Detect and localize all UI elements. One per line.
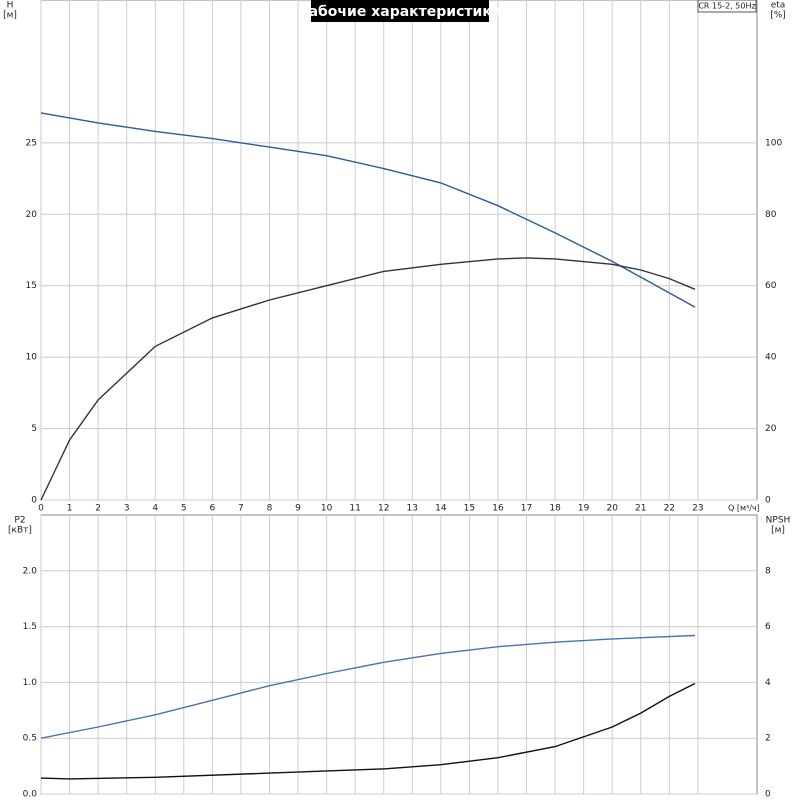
- x-tick-label: 6: [209, 504, 215, 514]
- series-line: [40, 634, 696, 739]
- x-tick-label: 19: [578, 504, 590, 514]
- y-tick-label: 0: [31, 496, 37, 506]
- y-axis-unit: [кВт]: [8, 526, 32, 536]
- x-axis-label: Q [м³/ч]: [728, 504, 760, 513]
- plot-frame: [40, 0, 758, 501]
- series-line: [40, 112, 696, 308]
- y2-axis-unit: [%]: [770, 11, 786, 21]
- x-tick-label: 16: [492, 504, 504, 514]
- model-note: CR 15-2, 50Hz: [698, 2, 755, 11]
- y2-tick-label: 80: [765, 210, 777, 220]
- x-tick-label: 17: [521, 504, 532, 514]
- x-tick-label: 8: [267, 504, 273, 514]
- y2-tick-label: 60: [765, 281, 777, 291]
- y-tick-label: 0.5: [23, 734, 37, 744]
- x-tick-label: 3: [124, 504, 130, 514]
- y2-tick-label: 40: [765, 353, 777, 363]
- x-tick-label: 0: [38, 504, 44, 514]
- y2-tick-label: 4: [765, 678, 771, 688]
- x-tick-label: 1: [67, 504, 73, 514]
- x-tick-label: 22: [664, 504, 675, 514]
- x-tick-label: 23: [692, 504, 703, 514]
- chart-title: Рабочие характеристики: [298, 4, 501, 20]
- y-tick-label: 2.0: [23, 566, 38, 576]
- y-axis-label: P2: [14, 516, 25, 526]
- y2-tick-label: 8: [765, 566, 771, 576]
- y2-axis-label: eta: [771, 1, 786, 11]
- y2-tick-label: 0: [765, 790, 771, 800]
- y2-axis-unit: [м]: [771, 526, 785, 536]
- x-tick-label: 12: [378, 504, 389, 514]
- y-axis-unit: [м]: [3, 11, 17, 21]
- y-tick-label: 15: [26, 281, 37, 291]
- plot-frame: [40, 514, 758, 795]
- y2-tick-label: 0: [765, 496, 771, 506]
- x-tick-label: 13: [407, 504, 418, 514]
- y2-axis-label: NPSH: [766, 516, 791, 526]
- x-tick-label: 14: [435, 504, 447, 514]
- x-tick-label: 18: [549, 504, 561, 514]
- x-tick-label: 15: [464, 504, 475, 514]
- title-box: [311, 0, 489, 22]
- y2-tick-label: 2: [765, 734, 771, 744]
- y-tick-label: 10: [26, 353, 38, 363]
- y-axis-label: H: [7, 1, 14, 11]
- series-line: [40, 682, 696, 780]
- x-tick-label: 20: [606, 504, 618, 514]
- y-tick-label: 5: [31, 424, 37, 434]
- y-tick-label: 1.5: [23, 622, 37, 632]
- x-tick-label: 2: [95, 504, 101, 514]
- y2-tick-label: 100: [765, 138, 782, 148]
- x-tick-label: 7: [238, 504, 244, 514]
- y-tick-label: 20: [26, 210, 38, 220]
- y-tick-label: 1.0: [23, 678, 38, 688]
- x-tick-label: 5: [181, 504, 187, 514]
- x-tick-label: 21: [635, 504, 646, 514]
- y2-tick-label: 20: [765, 424, 777, 434]
- x-tick-label: 10: [321, 504, 333, 514]
- x-tick-label: 4: [152, 504, 158, 514]
- series-line: [40, 257, 696, 501]
- x-tick-label: 9: [295, 504, 301, 514]
- y-tick-label: 25: [26, 138, 37, 148]
- y2-tick-label: 6: [765, 622, 771, 632]
- y-tick-label: 0.0: [23, 790, 38, 800]
- note-box: [697, 0, 757, 13]
- x-tick-label: 11: [349, 504, 360, 514]
